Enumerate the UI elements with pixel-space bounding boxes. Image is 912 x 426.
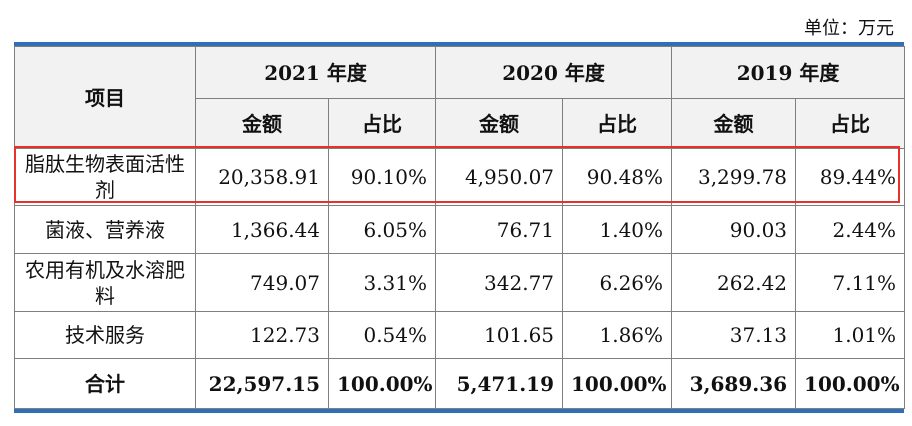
table-row-total: 合计 22,597.15 100.00% 5,471.19 100.00% 3,… <box>14 358 906 409</box>
unit-label: 单位：万元 <box>804 18 894 39</box>
table-top-rule <box>14 42 904 46</box>
header-amount: 金额 <box>435 98 564 149</box>
cell-value: 76.71 <box>435 205 564 254</box>
header-ratio: 占比 <box>562 98 673 149</box>
cell-value: 89.44% <box>795 148 906 206</box>
cell-value: 6.26% <box>562 253 673 312</box>
row-item-label: 技术服务 <box>14 311 196 359</box>
table-row: 农用有机及水溶肥料 749.07 3.31% 342.77 6.26% 262.… <box>14 253 906 312</box>
cell-value: 262.42 <box>671 253 797 312</box>
cell-value: 100.00% <box>562 358 673 409</box>
row-item-label: 农用有机及水溶肥料 <box>14 253 196 312</box>
cell-value: 1.01% <box>795 311 906 359</box>
cell-value: 122.73 <box>195 311 329 359</box>
header-row-years: 项目 2021 年度 2020 年度 2019 年度 <box>14 46 906 149</box>
cell-value: 6.05% <box>327 205 437 254</box>
cell-value: 100.00% <box>327 358 437 409</box>
row-item-label: 菌液、营养液 <box>14 205 196 254</box>
header-amount: 金额 <box>671 98 797 149</box>
cell-value: 100.00% <box>795 358 906 409</box>
cell-value: 90.03 <box>671 205 797 254</box>
cell-value: 90.10% <box>327 148 437 206</box>
cell-value: 1,366.44 <box>195 205 329 254</box>
cell-value: 3.31% <box>327 253 437 312</box>
data-table: 项目 2021 年度 2020 年度 2019 年度 金额 占比 金额 占比 金… <box>14 42 906 413</box>
table-bottom-rule <box>14 409 904 413</box>
cell-value: 22,597.15 <box>195 358 329 409</box>
cell-value: 0.54% <box>327 311 437 359</box>
row-item-label: 合计 <box>14 358 196 409</box>
table-row: 技术服务 122.73 0.54% 101.65 1.86% 37.13 1.0… <box>14 311 906 359</box>
header-ratio: 占比 <box>327 98 437 149</box>
header-amount: 金额 <box>195 98 329 149</box>
cell-value: 20,358.91 <box>195 148 329 206</box>
cell-value: 342.77 <box>435 253 564 312</box>
cell-value: 4,950.07 <box>435 148 564 206</box>
cell-value: 1.86% <box>562 311 673 359</box>
table-row: 菌液、营养液 1,366.44 6.05% 76.71 1.40% 90.03 … <box>14 205 906 254</box>
header-item: 项目 <box>14 46 196 149</box>
header-year-2021: 2021 年度 <box>194 46 437 99</box>
row-item-label: 脂肽生物表面活性剂 <box>14 148 196 206</box>
header-year-2020: 2020 年度 <box>435 46 673 99</box>
cell-value: 37.13 <box>671 311 797 359</box>
cell-value: 749.07 <box>195 253 329 312</box>
cell-value: 5,471.19 <box>435 358 564 409</box>
header-year-2019: 2019 年度 <box>671 46 906 99</box>
cell-value: 90.48% <box>562 148 673 206</box>
cell-value: 7.11% <box>795 253 906 312</box>
header-row-metrics: 金额 占比 金额 占比 金额 占比 <box>15 98 906 149</box>
cell-value: 2.44% <box>795 205 906 254</box>
table-row: 脂肽生物表面活性剂 20,358.91 90.10% 4,950.07 90.4… <box>14 148 906 206</box>
header-ratio: 占比 <box>795 98 906 149</box>
cell-value: 3,299.78 <box>671 148 797 206</box>
cell-value: 3,689.36 <box>671 358 797 409</box>
cell-value: 1.40% <box>562 205 673 254</box>
cell-value: 101.65 <box>435 311 564 359</box>
